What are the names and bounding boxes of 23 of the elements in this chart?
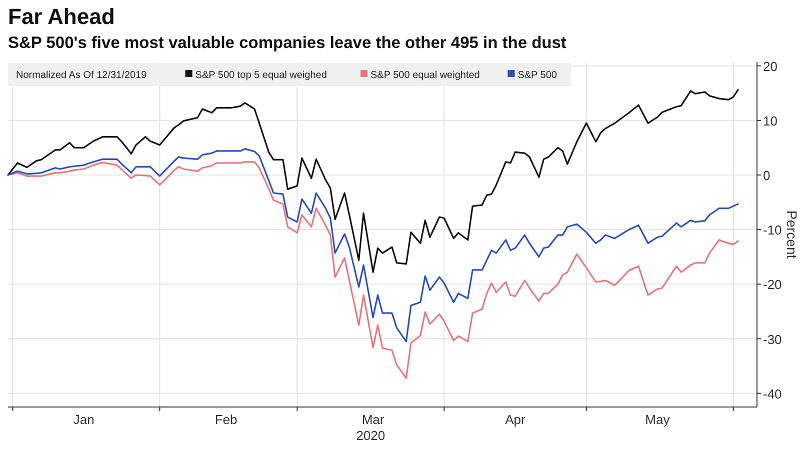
x-tick-label: Jan: [73, 412, 94, 427]
x-axis-title: 2020: [356, 428, 386, 443]
y-tick-label: -10: [763, 222, 782, 238]
legend-label: S&P 500: [518, 70, 558, 81]
x-tick-label: May: [645, 412, 670, 427]
chart-title: Far Ahead: [8, 4, 115, 29]
legend-label: S&P 500 equal weighted: [370, 70, 480, 81]
legend-title: Normalized As Of 12/31/2019: [16, 70, 148, 81]
x-tick-label: Apr: [505, 412, 526, 427]
line-series: [7, 161, 739, 379]
y-tick-label: 10: [763, 113, 778, 128]
y-tick-label: 20: [763, 58, 778, 74]
line-series: [7, 148, 739, 342]
legend-label: S&P 500 top 5 equal weighed: [195, 70, 327, 81]
line-series: [7, 89, 739, 273]
x-tick-label: Feb: [214, 412, 238, 427]
y-tick-label: 0: [763, 168, 770, 183]
y-tick-label: -30: [763, 332, 782, 347]
x-tick-label: Mar: [362, 412, 385, 427]
chart-subtitle: S&P 500's five most valuable companies leave the other 495 in the dust: [8, 34, 567, 52]
y-axis-title: Percent: [784, 210, 800, 259]
y-tick-label: -40: [763, 386, 782, 402]
y-tick-label: -20: [763, 277, 782, 292]
